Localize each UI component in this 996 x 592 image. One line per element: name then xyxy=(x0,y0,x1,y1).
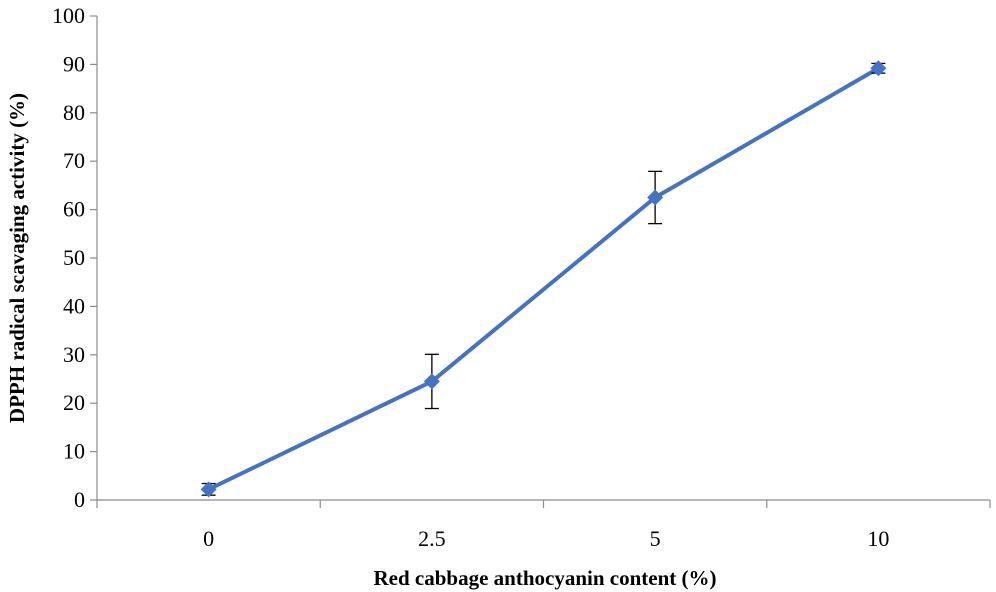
y-tick-label: 30 xyxy=(63,342,85,367)
x-tick-label: 2.5 xyxy=(418,526,446,551)
x-tick-label: 10 xyxy=(867,526,889,551)
y-ticks: 0 10 20 30 40 50 60 70 80 90 100 xyxy=(52,3,97,512)
y-tick-label: 20 xyxy=(63,390,85,415)
y-tick-label: 60 xyxy=(63,197,85,222)
data-point-marker xyxy=(870,60,887,77)
data-point-marker xyxy=(200,481,217,498)
axes xyxy=(96,16,990,501)
y-tick-label: 40 xyxy=(63,293,85,318)
x-axis-title: Red cabbage anthocyanin content (%) xyxy=(373,566,716,590)
y-tick-label: 70 xyxy=(63,148,85,173)
x-tick-label: 5 xyxy=(650,526,661,551)
y-tick-label: 50 xyxy=(63,245,85,270)
y-tick-label: 100 xyxy=(52,3,85,28)
y-tick-label: 0 xyxy=(74,487,85,512)
y-axis-title: DPPH radical scavaging activity (%) xyxy=(5,93,29,423)
data-point-marker xyxy=(647,189,664,206)
series-layer xyxy=(200,60,887,498)
data-point-marker xyxy=(423,373,440,390)
y-tick-label: 90 xyxy=(63,51,85,76)
series-line xyxy=(207,66,880,492)
x-ticks: 0 2.5 5 10 xyxy=(96,500,991,551)
x-tick-label: 0 xyxy=(203,526,214,551)
y-tick-label: 80 xyxy=(63,100,85,125)
y-tick-label: 10 xyxy=(63,439,85,464)
